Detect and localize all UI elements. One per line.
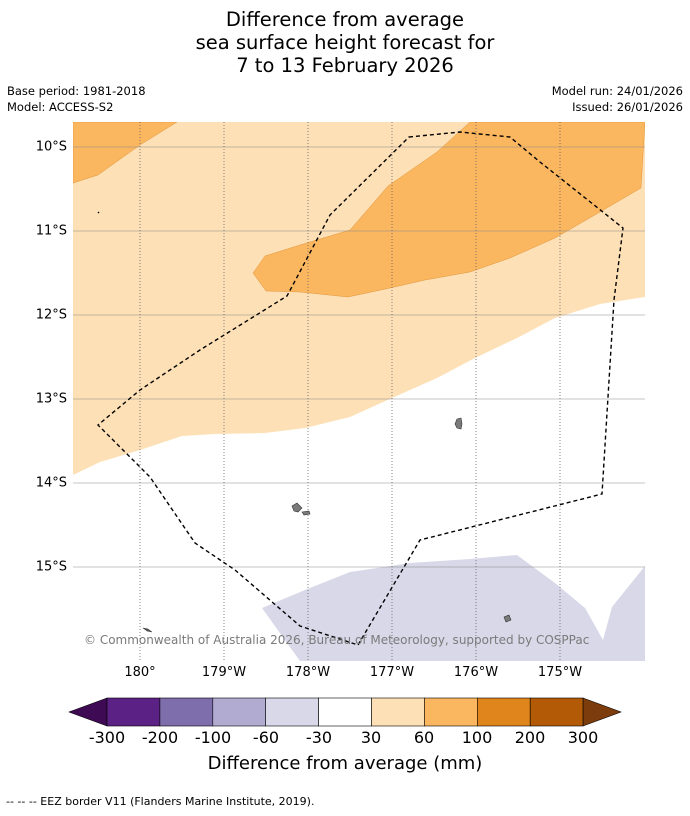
colorbar-tick-label: 60 [413,728,435,747]
colorbar-segment [318,697,372,727]
colorbar-segment [159,697,214,727]
lat-label-15s: 15°S [35,559,67,575]
colorbar-tick-label: 300 [567,728,599,747]
lat-label-11s: 11°S [35,223,67,239]
lat-label-10s: 10°S [35,139,67,155]
title-line-2: sea surface height forecast for [195,31,495,54]
colorbar-extend-min [68,697,108,727]
eez-border [96,131,624,646]
island-group-west [291,502,311,516]
colorbar-segment [529,697,584,727]
map-area [73,122,645,661]
eez-footnote: -- -- -- EEZ border V11 (Flanders Marine… [6,795,315,808]
anomaly-region-60-100-east [252,122,645,298]
anomaly-region-60-100-west [73,122,178,184]
colorbar-segment [424,697,478,727]
colorbar-extend-max [582,697,622,727]
anomaly-region-minus30-minus60 [262,555,645,661]
lon-label-180: 180° [124,665,156,680]
colorbar-segment [265,697,319,727]
colorbar-tick-label: -200 [141,728,179,747]
colorbar-tick-label: 200 [514,728,546,747]
colorbar-segment [106,697,161,727]
issued-date: Issued: 26/01/2026 [572,100,683,114]
model-run: Model run: 24/01/2026 [551,84,683,98]
title-line-1: Difference from average [225,8,465,31]
lon-label-178w: 178°W [285,665,331,680]
island-fatuna-like [454,417,463,430]
lon-label-176w: 176°W [453,665,499,680]
graticule [73,146,645,568]
colorbar [68,697,622,727]
colorbar-tick-label: -300 [88,728,126,747]
island-small-southwest [142,627,153,633]
meta-left: Base period: 1981-2018 Model: ACCESS-S2 [7,83,146,115]
colorbar-tick-label: -100 [194,728,232,747]
colorbar-tick-label: 30 [360,728,382,747]
chart-title: Difference from average sea surface heig… [0,8,690,77]
lon-label-179w: 179°W [201,665,247,680]
island-small-southeast [503,614,512,623]
colorbar-segment [212,697,267,727]
colorbar-segment [371,697,425,727]
base-period: Base period: 1981-2018 [7,84,146,98]
colorbar-segment [476,697,531,727]
meta-right: Model run: 24/01/2026 Issued: 26/01/2026 [552,83,683,115]
lon-label-175w: 175°W [537,665,583,680]
copyright-notice: © Commonwealth of Australia 2026, Bureau… [84,633,590,647]
title-line-3: 7 to 13 February 2026 [236,54,454,77]
lat-label-14s: 14°S [35,475,67,491]
colorbar-tick-label: 100 [461,728,493,747]
lon-label-177w: 177°W [369,665,415,680]
lat-label-12s: 12°S [35,307,67,323]
colorbar-tick-label: -30 [305,728,333,747]
lat-label-13s: 13°S [35,391,67,407]
colorbar-tick-label: -60 [252,728,280,747]
colorbar-title: Difference from average (mm) [207,753,483,774]
model-name: Model: ACCESS-S2 [7,100,114,114]
